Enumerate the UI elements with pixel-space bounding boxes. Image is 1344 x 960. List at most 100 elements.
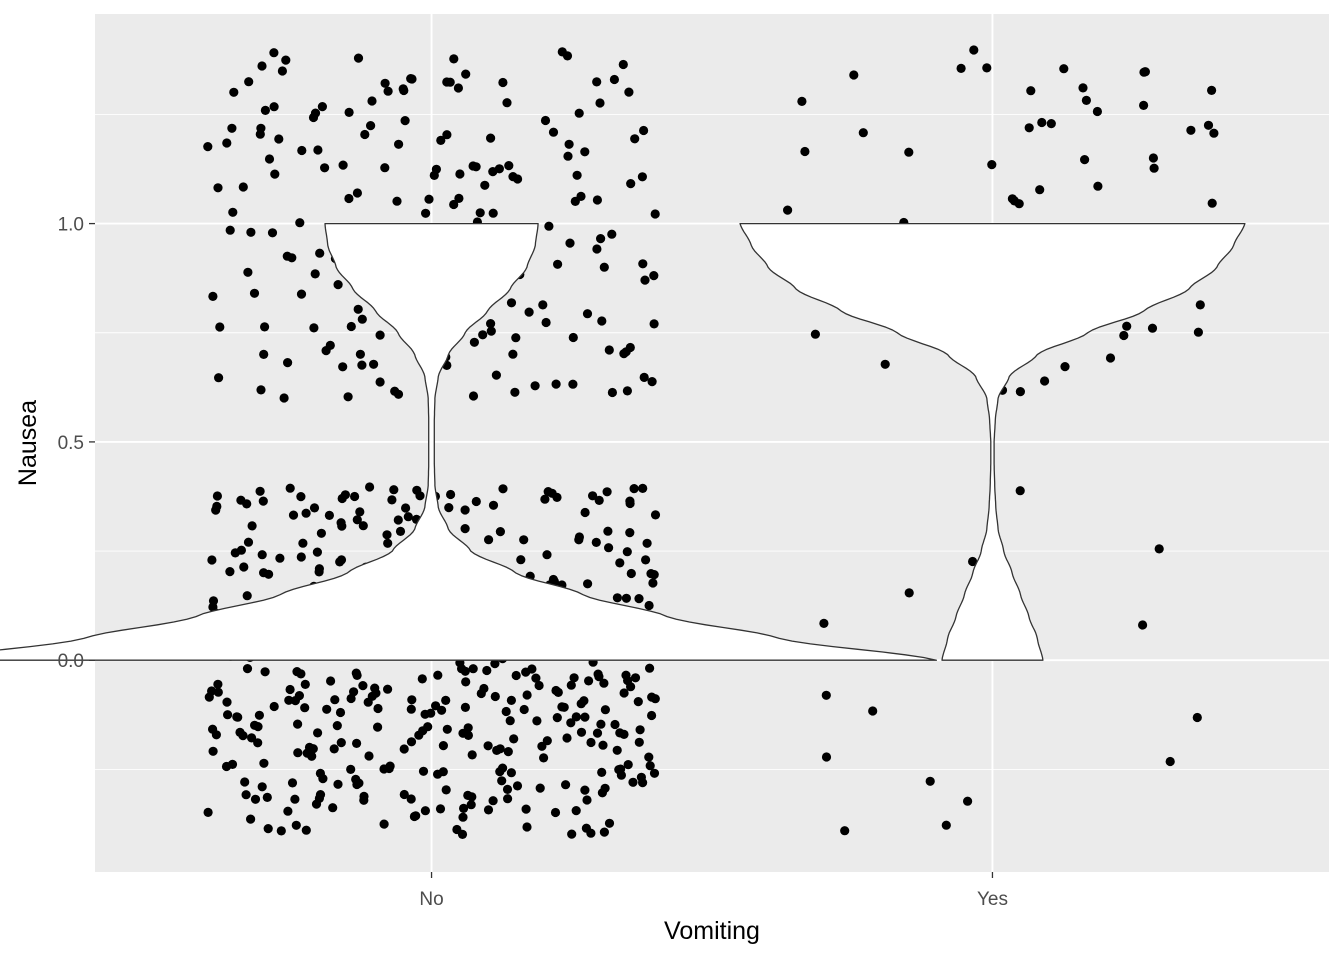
data-point	[595, 98, 605, 108]
data-point	[338, 362, 348, 372]
data-point	[203, 807, 213, 818]
data-point	[335, 707, 346, 718]
data-point	[240, 777, 250, 787]
data-point	[1207, 198, 1217, 208]
data-point	[246, 814, 256, 824]
data-point	[350, 491, 360, 502]
data-point	[490, 659, 500, 669]
data-point	[310, 269, 320, 279]
data-point	[484, 535, 494, 545]
data-point	[621, 347, 631, 357]
data-point	[394, 139, 404, 149]
data-point	[592, 728, 603, 738]
data-point	[213, 679, 223, 689]
data-point	[566, 718, 576, 728]
data-point	[582, 309, 593, 319]
data-point	[821, 690, 831, 700]
data-point	[849, 70, 859, 80]
data-point	[562, 733, 572, 743]
data-point	[488, 796, 498, 806]
data-point	[564, 139, 574, 149]
data-point	[321, 346, 331, 356]
data-point	[542, 550, 552, 560]
data-point	[530, 381, 540, 391]
data-point	[254, 710, 264, 720]
data-point	[313, 728, 323, 738]
data-point	[636, 772, 647, 782]
data-point	[312, 547, 322, 557]
data-point	[1093, 181, 1103, 191]
data-point	[393, 515, 403, 525]
data-point	[1037, 117, 1047, 128]
data-point	[580, 507, 590, 518]
data-point	[344, 193, 354, 204]
data-point	[316, 528, 326, 538]
data-point	[840, 826, 850, 836]
data-point	[639, 372, 649, 382]
data-point	[584, 676, 594, 686]
data-point	[260, 667, 270, 677]
data-point	[263, 824, 273, 834]
data-point	[468, 161, 478, 171]
data-point	[260, 322, 270, 332]
data-point	[491, 370, 501, 380]
data-point	[279, 393, 289, 403]
data-point	[486, 133, 496, 143]
data-point	[225, 225, 235, 235]
data-point	[469, 337, 479, 347]
data-point	[358, 521, 368, 531]
data-point	[624, 87, 634, 97]
data-point	[1149, 163, 1159, 173]
data-point	[640, 275, 650, 285]
data-point	[551, 379, 561, 389]
data-point	[336, 518, 346, 528]
data-point	[591, 537, 601, 548]
y-axis-title: Nausea	[14, 400, 42, 486]
data-point	[208, 291, 218, 301]
data-point	[479, 683, 489, 694]
data-point	[276, 826, 286, 836]
data-point	[622, 547, 632, 557]
data-point	[336, 738, 346, 748]
data-point	[346, 764, 356, 775]
data-point	[283, 358, 293, 368]
data-point	[326, 676, 336, 686]
data-point	[634, 594, 644, 604]
data-point	[633, 697, 643, 707]
data-point	[441, 785, 451, 795]
data-point	[467, 750, 477, 760]
data-point	[338, 160, 348, 170]
data-point	[553, 259, 563, 269]
data-point	[446, 489, 456, 500]
y-axis-ticks: 0.0 0.5 1.0	[58, 215, 95, 672]
data-point	[460, 702, 470, 713]
data-point	[282, 251, 292, 261]
data-point	[317, 102, 327, 112]
data-point	[222, 697, 232, 707]
data-point	[328, 803, 338, 813]
data-point	[449, 54, 459, 64]
data-point	[355, 507, 365, 517]
data-point	[215, 322, 225, 332]
data-point	[211, 505, 221, 515]
data-point	[552, 713, 562, 723]
data-point	[604, 543, 614, 553]
data-point	[647, 377, 657, 387]
data-point	[438, 767, 448, 777]
data-point	[438, 741, 448, 751]
data-point	[1015, 486, 1025, 496]
data-point	[281, 55, 291, 65]
data-point	[277, 66, 287, 76]
data-point	[586, 737, 596, 748]
data-point	[644, 600, 654, 611]
data-point	[332, 721, 342, 731]
data-point	[238, 182, 248, 192]
data-point	[538, 300, 548, 310]
data-point	[412, 485, 422, 495]
data-point	[544, 221, 554, 231]
data-point	[242, 664, 253, 674]
data-point	[249, 288, 260, 298]
data-point	[607, 387, 618, 398]
data-point	[274, 134, 284, 144]
data-point	[454, 193, 464, 203]
